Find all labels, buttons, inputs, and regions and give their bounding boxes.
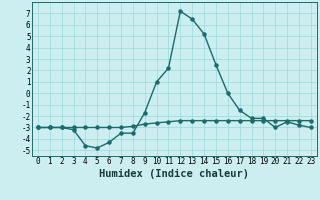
X-axis label: Humidex (Indice chaleur): Humidex (Indice chaleur) [100,169,249,179]
